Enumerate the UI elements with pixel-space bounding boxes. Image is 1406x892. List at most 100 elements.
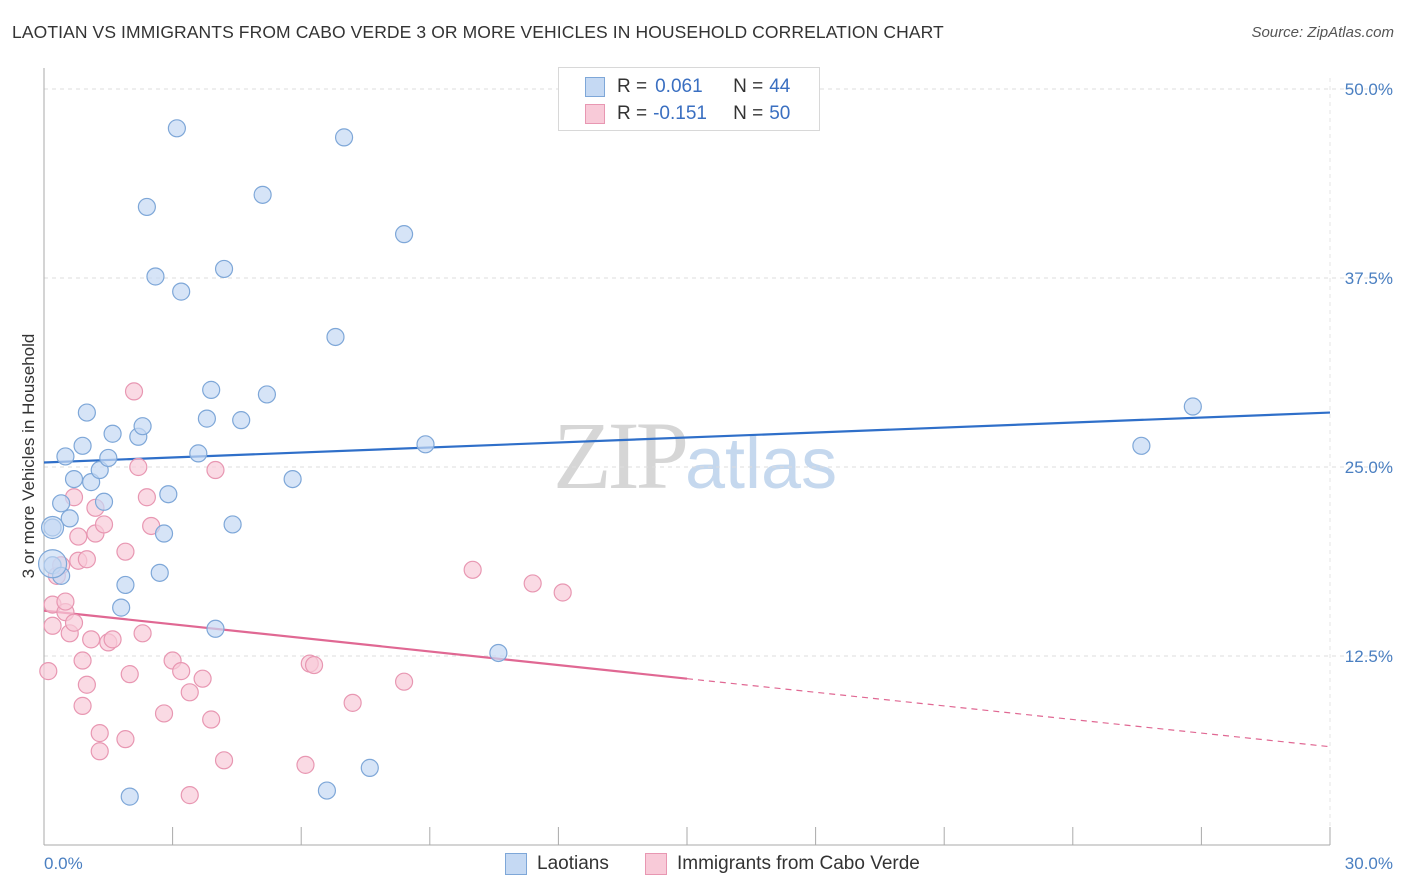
y-tick-label: 37.5% [1345, 269, 1393, 288]
laotians-point [489, 643, 508, 663]
legend-swatch-blue [585, 77, 605, 97]
laotians-point [77, 403, 96, 422]
legend-n-label: N = [733, 76, 764, 97]
laotians-point [56, 447, 75, 466]
laotians-point [150, 563, 169, 582]
laotians-point [40, 515, 65, 540]
cabo-verde-point [394, 672, 414, 691]
cabo-verde-point [56, 592, 75, 611]
cabo-verde-point [116, 730, 135, 749]
cabo-verde-point [463, 560, 482, 579]
laotians-point [360, 758, 379, 777]
legend-r-value: 0.061 [655, 76, 703, 97]
cabo-verde-point [94, 515, 114, 534]
cabo-verde-point [180, 683, 199, 702]
laotians-point [326, 327, 345, 347]
cabo-verde-point [90, 724, 109, 743]
cabo-verde-point [343, 693, 362, 712]
legend-label-cabo-verde: Immigrants from Cabo Verde [677, 853, 920, 874]
legend-n-label: N = [733, 103, 764, 124]
legend-n-value: 44 [769, 76, 791, 97]
legend-n-value: 50 [769, 103, 791, 124]
cabo-verde-point [137, 488, 156, 507]
cabo-verde-point [77, 675, 96, 694]
laotians-point [137, 197, 156, 217]
legend-row-cabo-verde: R = -0.151 N = 50 [559, 101, 790, 127]
laotians-point [214, 259, 234, 279]
laotians-point [116, 575, 135, 595]
cabo-verde-point [202, 710, 221, 729]
cabo-verde-point [133, 624, 152, 643]
cabo-verde-trend-line [43, 609, 688, 680]
grid [44, 78, 1394, 845]
laotians-point [167, 119, 186, 138]
laotians-point [416, 435, 435, 454]
laotians-point [64, 469, 84, 489]
laotians-point [146, 267, 165, 286]
cabo-verde-trend-extension [686, 678, 1331, 748]
cabo-verde-point [69, 527, 88, 546]
legend-r-label: R = [617, 76, 648, 97]
trend-lines [43, 411, 1331, 748]
laotians-point [394, 225, 414, 244]
legend-item-laotians: Laotians [505, 851, 609, 877]
laotians-point [159, 485, 178, 504]
cabo-verde-point [206, 460, 225, 480]
cabo-verde-point [124, 382, 144, 401]
laotians-point [133, 417, 152, 436]
cabo-verde-point [193, 669, 212, 688]
laotians-point [232, 411, 251, 430]
laotians-point [103, 424, 122, 443]
laotians-point [37, 549, 68, 579]
cabo-verde-point [43, 616, 62, 635]
laotians-point [253, 185, 272, 204]
cabo-verde-point [73, 651, 92, 670]
legend-swatch-pink [585, 104, 605, 124]
cabo-verde-point [103, 630, 122, 649]
chart-title: LAOTIAN VS IMMIGRANTS FROM CABO VERDE 3 … [12, 22, 944, 42]
laotians-point [206, 619, 225, 638]
laotians-point [334, 128, 354, 147]
laotians-point [120, 787, 139, 806]
y-tick-label: 12.5% [1345, 647, 1393, 666]
cabo-verde-point [172, 662, 191, 681]
cabo-verde-point [304, 655, 324, 675]
x-tick-label: 0.0% [44, 854, 83, 873]
y-tick-label: 50.0% [1345, 80, 1393, 99]
laotians-point [223, 515, 242, 534]
legend-r-value: -0.151 [653, 103, 707, 124]
cabo-verde-point [553, 583, 572, 602]
laotians-point [197, 409, 216, 428]
x-tick-label: 30.0% [1345, 854, 1393, 873]
laotians-point [73, 436, 92, 455]
laotians-point [172, 282, 191, 301]
axes [43, 68, 1331, 846]
cabo-verde-point [523, 574, 542, 593]
legend-r-label: R = [617, 103, 648, 124]
chart-source: Source: ZipAtlas.com [1251, 24, 1394, 41]
laotians-point [317, 781, 337, 800]
laotians-point [94, 492, 114, 511]
cabo-verde-point [73, 696, 92, 715]
y-axis-label: 3 or more Vehicles in Household [19, 334, 38, 579]
legend-item-cabo-verde: Immigrants from Cabo Verde [645, 851, 920, 877]
cabo-verde-point [39, 662, 58, 681]
cabo-verde-point [64, 613, 84, 632]
laotians-point [154, 524, 174, 543]
laotians-point [99, 448, 118, 468]
watermark-zip: ZIP [553, 402, 689, 509]
data-points [37, 119, 1202, 806]
cabo-verde-point [90, 742, 109, 761]
laotians-point [202, 380, 221, 399]
legend-swatch-blue [505, 853, 527, 875]
laotians-point [60, 509, 79, 528]
laotians-point [189, 444, 208, 463]
tick-labels: 12.5% 25.0% 37.5% 50.0% 0.0% 30.0% [44, 80, 1393, 873]
cabo-verde-point [296, 755, 315, 774]
laotians-point [257, 385, 277, 404]
laotians-trend-line [43, 411, 1331, 464]
cabo-verde-point [120, 665, 139, 684]
laotians-point [283, 469, 302, 489]
cabo-verde-point [129, 457, 148, 477]
